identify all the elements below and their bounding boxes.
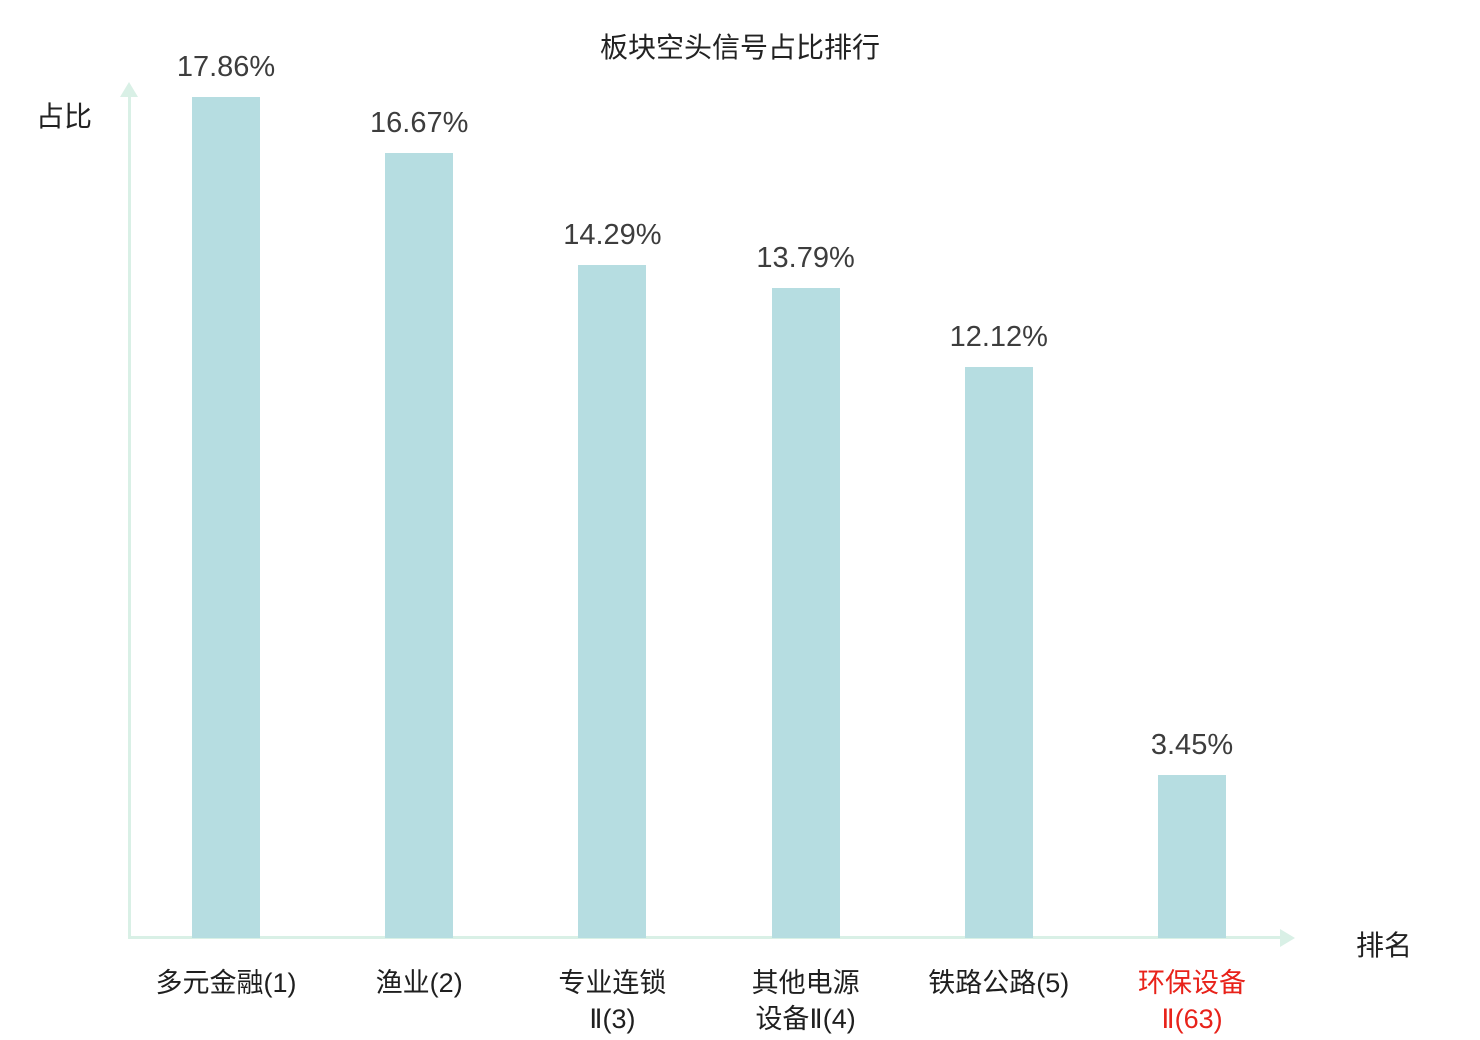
x-axis [128,936,1282,939]
chart-title: 板块空头信号占比排行 [599,32,880,63]
bar [771,288,840,938]
bar [192,96,260,938]
bar-value-label: 17.86% [176,50,276,83]
y-axis-label: 占比 [36,101,93,132]
x-axis-label: 排名 [1356,930,1413,961]
category-label: 铁路公路(5) [928,968,1070,998]
bar-value-label: 16.67% [370,106,469,139]
x-axis-arrow-icon [1280,928,1295,947]
bar [964,367,1033,938]
y-axis [128,94,131,939]
category-label: 环保设备 Ⅱ(63) [1138,968,1246,1035]
bar [385,152,454,938]
y-axis-arrow-icon [120,82,138,97]
category-label: 专业连锁 Ⅱ(3) [558,968,667,1035]
bar-value-label: 14.29% [563,218,662,251]
bar-value-label: 13.79% [756,242,855,275]
category-label: 其他电源 设备Ⅱ(4) [751,968,860,1035]
bar [578,264,647,938]
category-label: 多元金融(1) [155,968,297,998]
bar-value-label: 3.45% [1150,729,1234,762]
bar [1158,775,1226,938]
category-label: 渔业(2) [375,968,463,998]
bar-value-label: 12.12% [949,321,1048,354]
